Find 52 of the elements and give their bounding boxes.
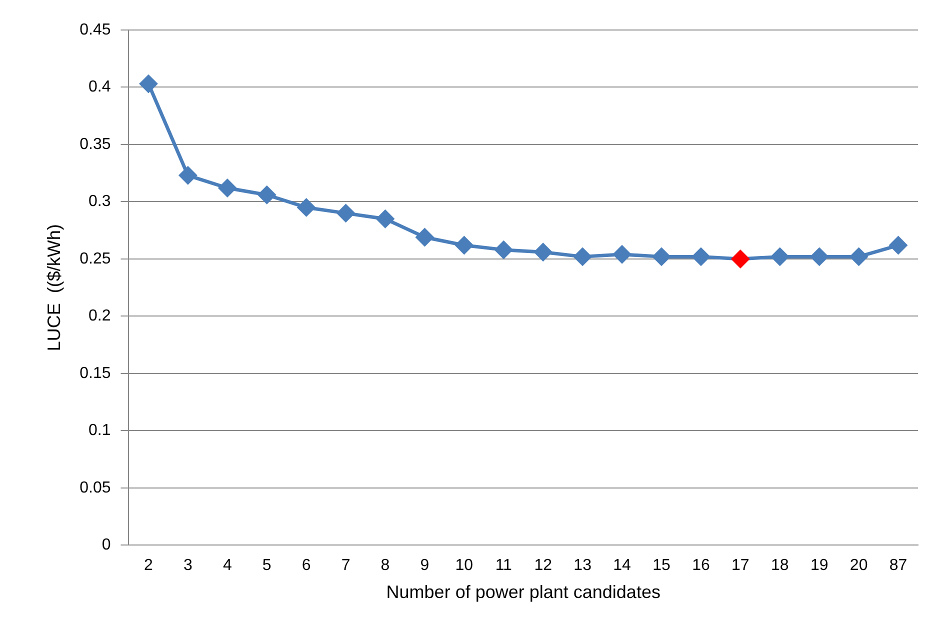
point <box>613 246 631 264</box>
x-tick-label: 15 <box>652 557 670 574</box>
point <box>416 228 434 246</box>
y-tick-label: 0.35 <box>80 136 111 153</box>
point <box>850 248 868 266</box>
point <box>890 236 908 254</box>
x-tick-label: 3 <box>183 557 192 574</box>
x-tick-label: 14 <box>613 557 632 574</box>
x-tick-label: 9 <box>420 557 430 574</box>
x-tick-label: 17 <box>732 557 750 574</box>
y-tick-label: 0.25 <box>80 250 111 268</box>
x-tick-label: 6 <box>302 557 311 574</box>
x-tick-label: 13 <box>574 557 592 574</box>
x-tick-label: 8 <box>380 557 390 574</box>
x-tick-label: 16 <box>692 557 710 574</box>
y-tick-label: 0.4 <box>88 78 111 96</box>
point <box>258 186 276 204</box>
x-tick-label: 20 <box>850 557 868 574</box>
y-tick-label: 0.15 <box>80 364 111 382</box>
point <box>652 248 670 266</box>
point <box>574 248 592 266</box>
x-tick-label: 4 <box>222 557 232 574</box>
y-tick-label: 0.1 <box>88 422 111 440</box>
point <box>337 204 355 222</box>
point <box>298 198 316 216</box>
x-tick-label: 12 <box>534 557 552 574</box>
point <box>179 166 197 184</box>
point <box>810 248 828 266</box>
point <box>455 236 473 254</box>
y-axis-title: LUCE (($/kWh) <box>44 224 64 352</box>
x-tick-label: 19 <box>810 557 828 574</box>
x-tick-label: 10 <box>455 557 474 574</box>
point <box>771 248 789 266</box>
point <box>218 179 236 197</box>
x-tick-label: 87 <box>889 557 908 574</box>
x-tick-label: 18 <box>770 557 789 574</box>
x-tick-label: 5 <box>262 557 272 574</box>
point <box>494 241 512 259</box>
x-tick-label: 2 <box>144 557 154 574</box>
y-tick-label: 0.45 <box>80 21 111 38</box>
point <box>140 75 158 93</box>
point <box>376 210 394 228</box>
x-axis-title: Number of power plant candidates <box>386 582 660 602</box>
y-tick-label: 0.05 <box>80 479 111 496</box>
y-tick-label: 0.2 <box>88 308 111 325</box>
point <box>692 248 710 266</box>
x-tick-label: 11 <box>495 557 512 574</box>
x-tick-label: 7 <box>341 557 350 574</box>
y-tick-label: 0 <box>102 536 111 554</box>
point <box>534 243 552 261</box>
y-tick-label: 0.3 <box>88 193 111 210</box>
point <box>732 250 750 268</box>
